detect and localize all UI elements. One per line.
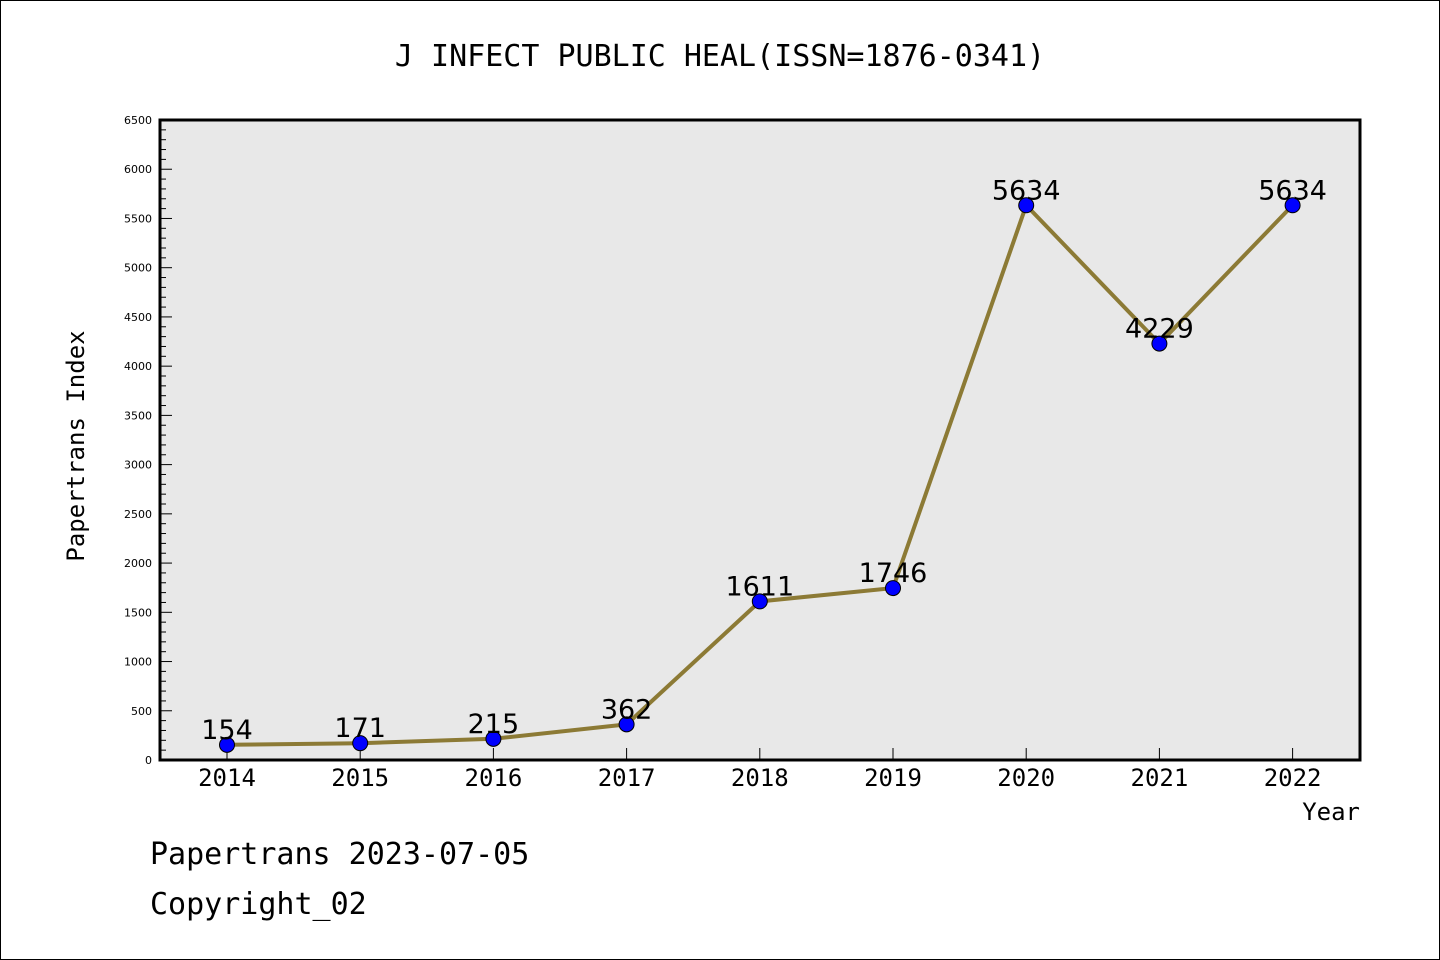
- data-label: 1611: [725, 571, 794, 602]
- data-point: [485, 730, 502, 747]
- data-label: 5634: [992, 175, 1061, 206]
- data-labels: 154 171 215 362 1611 1746 5634 4229 5634: [201, 175, 1327, 746]
- data-label: 5634: [1258, 175, 1327, 206]
- data-point: [1284, 197, 1301, 214]
- y-tick-label: 5000: [124, 262, 152, 275]
- x-axis-label: Year: [1302, 798, 1360, 826]
- x-tick-label: 2016: [465, 764, 523, 792]
- y-tick-label: 6000: [124, 163, 152, 176]
- data-label: 362: [601, 694, 653, 725]
- y-tick-label: 5500: [124, 212, 152, 225]
- y-tick-label: 6500: [124, 114, 152, 127]
- x-tick-label: 2015: [331, 764, 389, 792]
- plot-border: [158, 118, 1362, 762]
- y-tick-label: 1500: [124, 606, 152, 619]
- y-tick-label: 2500: [124, 508, 152, 521]
- footer-copyright: Copyright_02: [150, 887, 367, 922]
- y-tick-label: 0: [145, 754, 152, 767]
- x-tick-label: 2020: [997, 764, 1055, 792]
- x-tick-label: 2022: [1264, 764, 1322, 792]
- data-point: [219, 736, 235, 753]
- data-label: 215: [468, 709, 520, 740]
- data-point: [618, 716, 635, 733]
- y-tick-label: 3500: [124, 409, 152, 422]
- plot-area: [160, 120, 1360, 760]
- x-tick-label: 2021: [1131, 764, 1189, 792]
- data-label: 154: [201, 715, 253, 746]
- data-label: 4229: [1125, 314, 1194, 345]
- data-label: 1746: [859, 558, 928, 589]
- data-point: [1151, 335, 1168, 352]
- chart-title: J INFECT PUBLIC HEAL(ISSN=1876-0341): [395, 39, 1045, 74]
- data-point: [352, 735, 369, 752]
- x-tick-label: 2017: [598, 764, 656, 792]
- series-layer: [219, 197, 1301, 753]
- data-point: [1018, 197, 1035, 214]
- x-tick-label: 2019: [864, 764, 922, 792]
- y-tick-label: 3000: [124, 459, 152, 472]
- y-axis: 0 500 1000 1500 2000 2500 3000 3500 4000 4500 5000…: [124, 114, 172, 767]
- x-tick-label: 2018: [731, 764, 789, 792]
- footer-date-line: Papertrans 2023-07-05: [150, 837, 529, 872]
- x-tick-label: 2014: [198, 764, 256, 792]
- y-tick-label: 500: [131, 705, 152, 718]
- y-axis-label: Papertrans Index: [62, 330, 90, 561]
- data-point: [885, 580, 901, 597]
- x-axis: 2014 2015 2016 2017 2018 2019 2020 2021 2022: [198, 748, 1321, 792]
- data-label: 171: [334, 713, 386, 744]
- y-tick-label: 4500: [124, 311, 152, 324]
- y-tick-label: 2000: [124, 557, 152, 570]
- data-point: [751, 593, 768, 610]
- y-tick-label: 4000: [124, 360, 152, 373]
- y-tick-label: 1000: [124, 656, 152, 669]
